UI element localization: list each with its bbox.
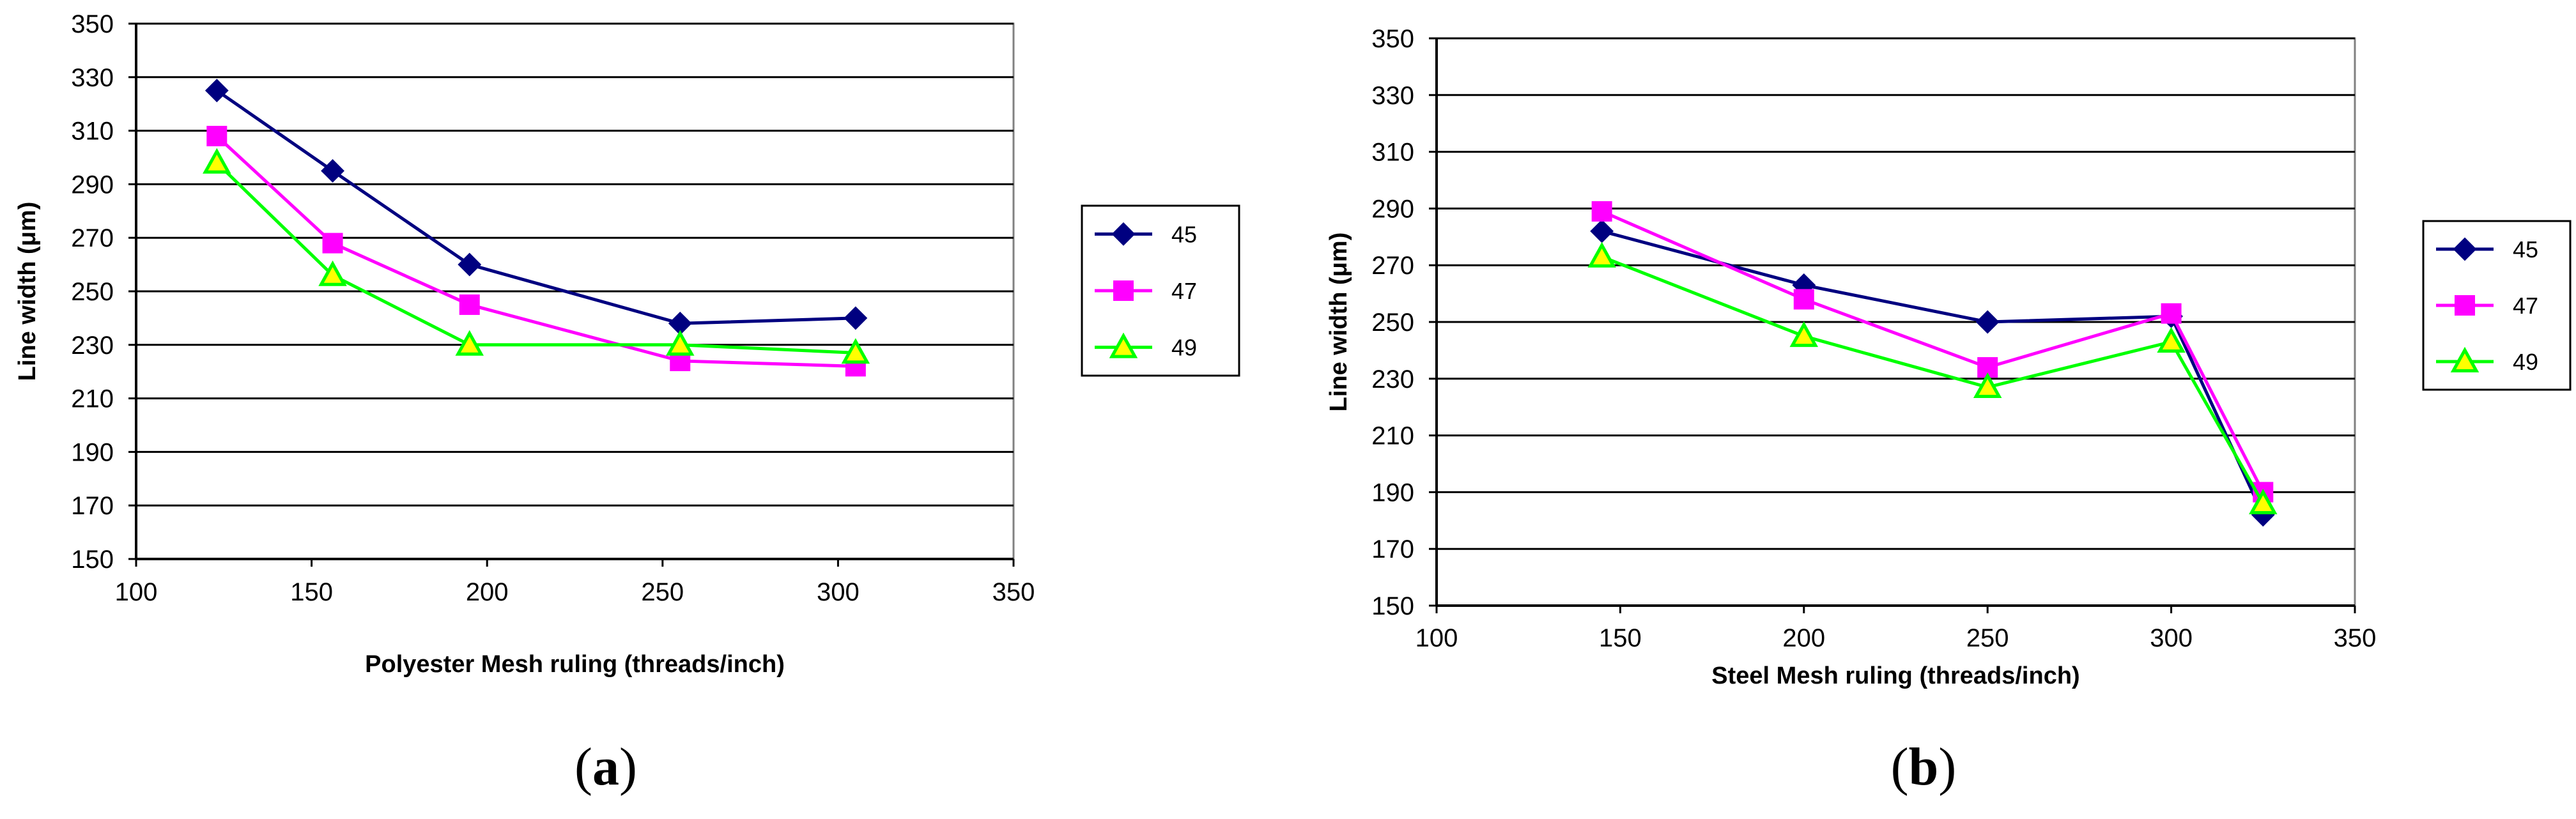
series-49-point	[1587, 241, 1616, 268]
y-tick-label: 330	[1371, 82, 1414, 110]
legend-marker-45	[1111, 222, 1136, 246]
y-tick-label: 210	[1371, 422, 1414, 450]
x-tick-label: 250	[1966, 624, 2009, 652]
y-tick-label: 270	[71, 224, 114, 252]
series-45-point	[321, 159, 344, 183]
series-47-point	[2161, 303, 2182, 324]
legend-marker-47	[2455, 295, 2475, 316]
series-45-point	[204, 79, 229, 103]
x-tick-label: 150	[1599, 624, 1642, 652]
y-tick-label: 190	[1371, 478, 1414, 507]
y-tick-label: 350	[1371, 25, 1414, 53]
x-tick-label: 300	[2150, 624, 2193, 652]
series-49-point	[455, 330, 484, 356]
series-49	[203, 148, 870, 364]
series-45-point	[458, 252, 482, 277]
series-47-point	[322, 233, 343, 254]
legend-label-47: 47	[1171, 278, 1197, 304]
series-49-point	[1789, 321, 1819, 348]
series-45-point	[844, 306, 868, 330]
y-tick-label: 310	[71, 118, 114, 146]
y-tick-label: 230	[71, 332, 114, 360]
y-axis-title: Line width (μm)	[14, 202, 41, 381]
x-tick-label: 300	[817, 578, 860, 606]
y-tick-label: 170	[71, 492, 114, 520]
y-tick-label: 290	[1371, 195, 1414, 223]
panel-label: (b)	[1891, 737, 1957, 797]
y-tick-label: 310	[1371, 139, 1414, 167]
series-49-point	[318, 260, 347, 286]
y-tick-label: 230	[1371, 365, 1414, 394]
y-tick-label: 350	[71, 10, 114, 38]
x-tick-label: 250	[641, 578, 684, 606]
y-tick-label: 330	[71, 64, 114, 92]
series-49-point	[203, 148, 231, 174]
series-47-point	[1591, 201, 1612, 222]
legend: 45 47 49	[1081, 204, 1240, 377]
x-axis-title: Steel Mesh ruling (threads/inch)	[1711, 662, 2079, 689]
y-tick-label: 210	[71, 385, 114, 413]
legend-label-45: 45	[1171, 221, 1197, 247]
x-tick-label: 200	[1782, 624, 1825, 652]
x-tick-label: 350	[992, 578, 1035, 606]
y-tick-label: 150	[1371, 592, 1414, 620]
x-tick-label: 200	[466, 578, 509, 606]
legend-label-45: 45	[2513, 236, 2538, 263]
y-tick-label: 190	[71, 438, 114, 466]
series-49	[1587, 241, 2278, 515]
y-tick-label: 290	[71, 171, 114, 199]
x-tick-label: 350	[2334, 624, 2377, 652]
legend-marker-45	[2453, 237, 2477, 261]
series-49-point	[2249, 489, 2278, 515]
series-45	[204, 79, 868, 335]
series-47-point	[206, 125, 228, 146]
legend-label-47: 47	[2513, 293, 2538, 319]
y-tick-label: 270	[1371, 252, 1414, 280]
x-tick-label: 100	[1415, 624, 1458, 652]
legend-marker-49	[2450, 346, 2480, 372]
y-tick-label: 250	[71, 278, 114, 306]
series-49-point	[666, 330, 695, 356]
y-tick-label: 150	[71, 546, 114, 574]
series-47	[1591, 201, 2274, 503]
y-axis-title: Line width (μm)	[1325, 233, 1352, 412]
panel-label: (a)	[575, 737, 637, 797]
legend-label-49: 49	[2513, 349, 2538, 375]
series-47-point	[1793, 289, 1814, 310]
x-tick-label: 150	[290, 578, 333, 606]
series-47-point	[459, 294, 480, 315]
series-45-point	[1975, 310, 2000, 334]
x-tick-label: 100	[115, 578, 158, 606]
y-tick-label: 170	[1371, 535, 1414, 563]
legend-marker-49	[1109, 332, 1138, 358]
legend: 45 47 49	[2422, 220, 2572, 391]
series-49-point	[1973, 372, 2002, 399]
y-tick-label: 250	[1371, 309, 1414, 337]
legend-label-49: 49	[1171, 335, 1197, 361]
x-axis-title: Polyester Mesh ruling (threads/inch)	[365, 651, 785, 678]
series-49-point	[841, 338, 870, 364]
legend-marker-47	[1113, 280, 1134, 301]
series-49-point	[2157, 326, 2186, 353]
